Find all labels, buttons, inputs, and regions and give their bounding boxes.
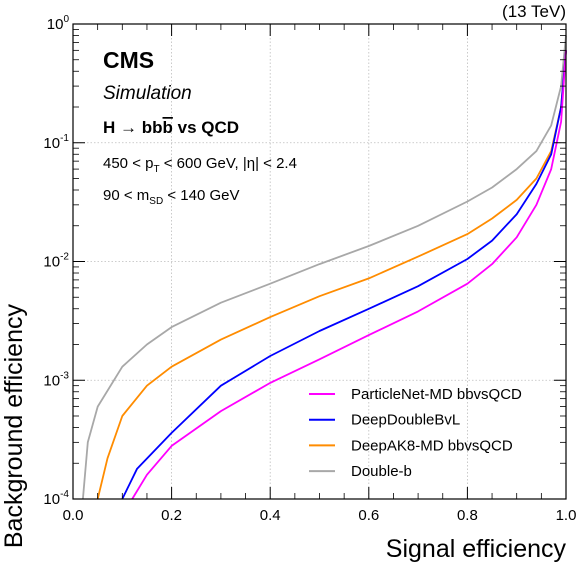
legend: ParticleNet-MD bbvsQCD DeepDoubleBvL DeepA… bbox=[309, 386, 522, 480]
roc-curve bbox=[131, 50, 567, 500]
roc-curves bbox=[82, 35, 567, 500]
x-tick-label: 0.2 bbox=[161, 507, 182, 524]
x-tick-label: 0.4 bbox=[260, 507, 281, 524]
x-tick-label: 0.0 bbox=[63, 507, 84, 524]
x-tick-label: 0.8 bbox=[457, 507, 478, 524]
y-axis-label: Background efficiency bbox=[0, 304, 28, 549]
y-tick-label: 10-1 bbox=[43, 133, 69, 152]
axis-ticks bbox=[72, 23, 567, 500]
process-label: H → bbb vs QCD bbox=[103, 118, 239, 137]
selection-line-2: 90 < mSD < 140 GeV bbox=[103, 187, 240, 207]
axis-tick-labels: 0.0 0.2 0.4 0.6 0.8 1.0 10-4 10-3 10-2 10-1 100 bbox=[43, 14, 576, 524]
subtitle-label: Simulation bbox=[103, 83, 192, 104]
legend-label: DeepDoubleBvL bbox=[351, 412, 460, 429]
x-axis-label: Signal efficiency bbox=[386, 535, 567, 563]
y-tick-label: 10-3 bbox=[43, 370, 69, 389]
roc-curve bbox=[121, 50, 567, 500]
legend-label: Double-b bbox=[351, 463, 412, 480]
y-tick-label: 10-2 bbox=[43, 252, 69, 271]
experiment-label: CMS bbox=[103, 47, 154, 73]
x-tick-label: 0.6 bbox=[358, 507, 379, 524]
legend-label: ParticleNet-MD bbvsQCD bbox=[351, 386, 522, 403]
selection-line-1: 450 < pT < 600 GeV, |η| < 2.4 bbox=[103, 155, 297, 175]
y-tick-label: 10-4 bbox=[43, 489, 69, 508]
roc-curve bbox=[96, 50, 567, 500]
roc-curve bbox=[82, 35, 567, 500]
y-tick-label: 100 bbox=[47, 14, 70, 33]
x-tick-label: 1.0 bbox=[556, 507, 577, 524]
energy-label: (13 TeV) bbox=[502, 2, 566, 21]
legend-label: DeepAK8-MD bbvsQCD bbox=[351, 437, 513, 454]
grid-lines bbox=[73, 24, 566, 499]
